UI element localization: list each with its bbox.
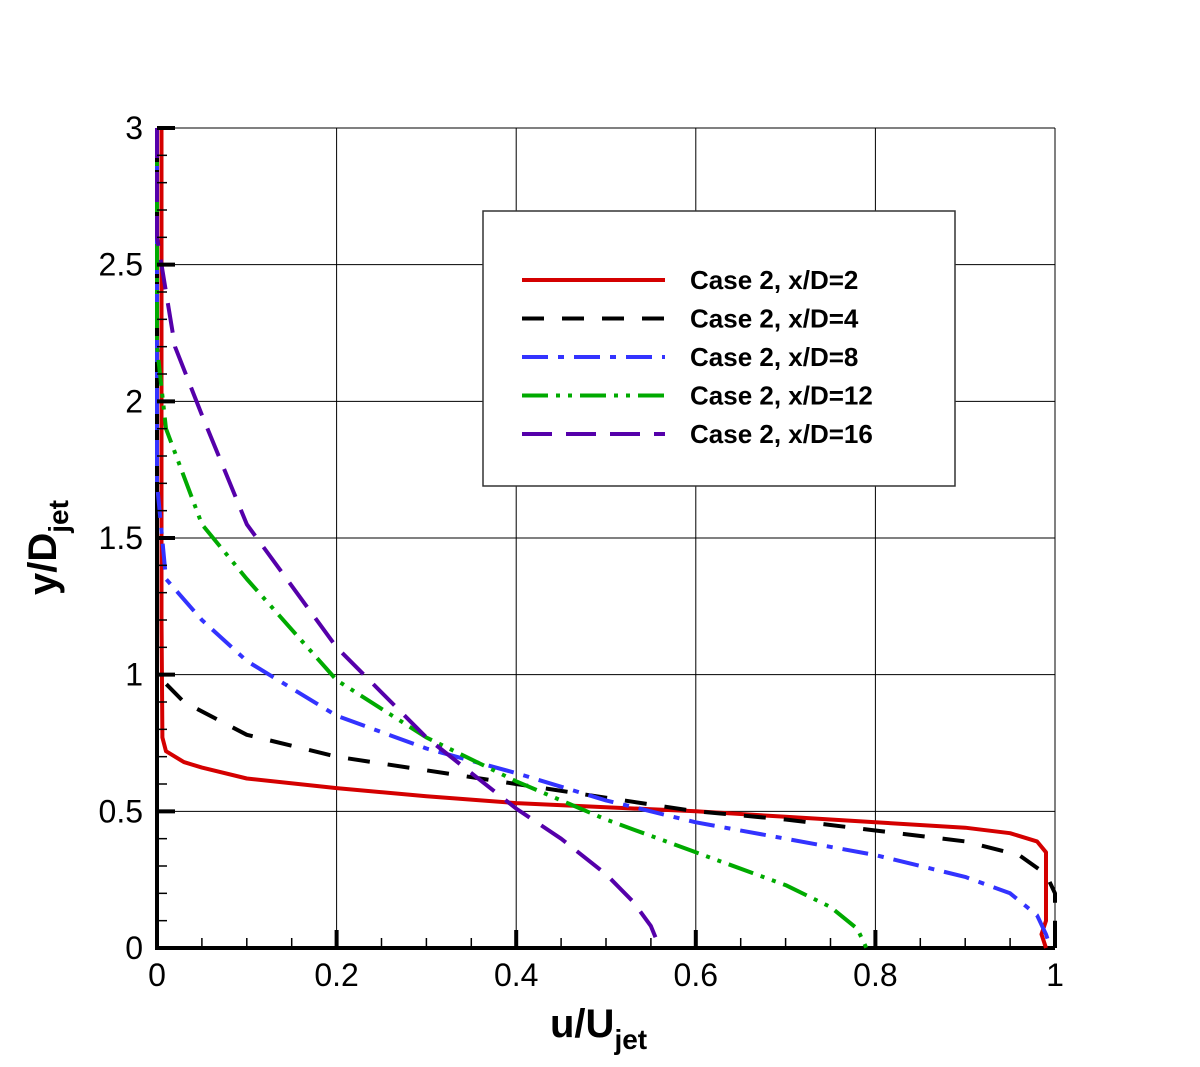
x-axis-title-main: u/U — [550, 1002, 614, 1046]
tick-labels: 0 0.2 0.4 0.6 0.8 1 0 0.5 1 1.5 2 2.5 3 — [99, 110, 1064, 993]
y-tick-label: 1.5 — [99, 520, 143, 556]
legend-item: Case 2, x/D=12 — [522, 381, 873, 411]
x-tick-label: 0.2 — [314, 957, 358, 993]
legend-item: Case 2, x/D=16 — [522, 419, 873, 449]
y-axis-title-main: y/D — [21, 533, 65, 595]
x-axis-title-sub: jet — [613, 1024, 647, 1055]
x-tick-label: 0.8 — [853, 957, 897, 993]
y-tick-label: 0.5 — [99, 793, 143, 829]
series-line-2 — [155, 128, 1057, 948]
x-tick-label: 1 — [1046, 957, 1064, 993]
series-line-4 — [155, 128, 869, 949]
series-line-5 — [155, 128, 662, 949]
legend-label: Case 2, x/D=2 — [690, 265, 858, 295]
legend-label: Case 2, x/D=4 — [690, 304, 859, 334]
x-tick-label: 0.4 — [494, 957, 538, 993]
legend-item: Case 2, x/D=8 — [522, 342, 858, 372]
y-axis-title-sub: jet — [43, 500, 74, 534]
y-axis-title: y/Djet — [21, 500, 74, 595]
y-tick-label: 2.5 — [99, 247, 143, 283]
legend: Case 2, x/D=2 Case 2, x/D=4 Case 2, x/D=8 C… — [482, 210, 956, 487]
legend-item: Case 2, x/D=2 — [522, 265, 858, 295]
legend-label: Case 2, x/D=12 — [690, 381, 873, 411]
svg-text:y/Djet: y/Djet — [21, 500, 74, 595]
y-tick-label: 0 — [125, 930, 143, 966]
legend-label: Case 2, x/D=8 — [690, 342, 858, 372]
legend-label: Case 2, x/D=16 — [690, 419, 873, 449]
legend-item: Case 2, x/D=4 — [522, 304, 859, 334]
svg-text:u/Ujet: u/Ujet — [550, 1002, 647, 1055]
axis-ticks — [155, 126, 1057, 950]
series-line-3 — [155, 128, 1053, 949]
x-tick-label: 0.6 — [674, 957, 718, 993]
legend-box — [482, 210, 956, 487]
x-tick-label: 0 — [148, 957, 166, 993]
series-line-1 — [159, 128, 1048, 949]
y-tick-label: 1 — [125, 657, 143, 693]
y-tick-label: 2 — [125, 383, 143, 419]
y-tick-label: 3 — [125, 110, 143, 146]
x-axis-title: u/Ujet — [550, 1002, 647, 1055]
data-series — [155, 128, 1057, 949]
